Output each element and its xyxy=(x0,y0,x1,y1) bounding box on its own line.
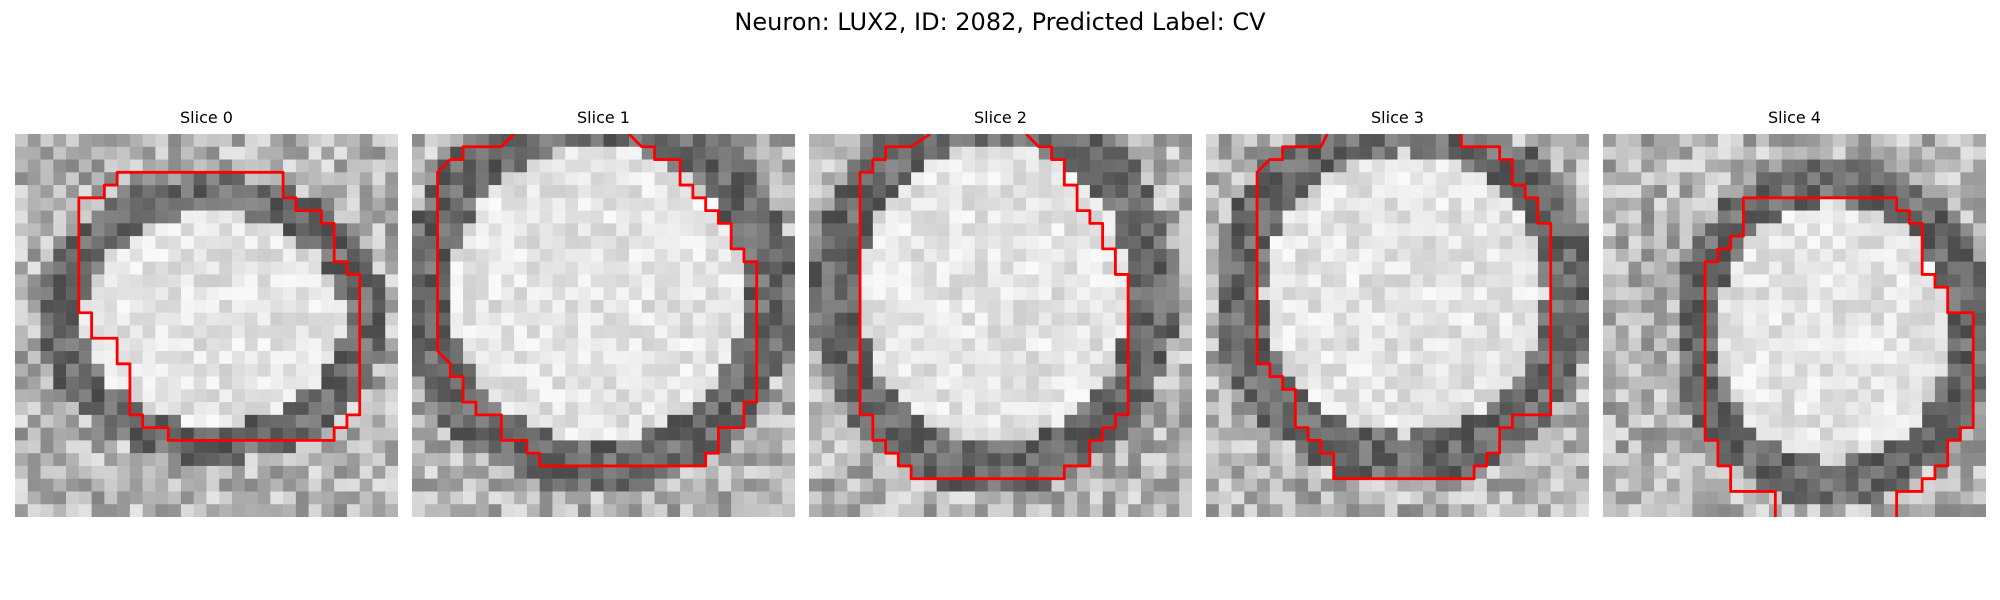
slice-image-3 xyxy=(1206,134,1589,517)
slice-panel-4: Slice 4 xyxy=(1603,108,1986,517)
segmentation-contour xyxy=(77,170,362,442)
segmentation-contour xyxy=(1255,134,1553,481)
slice-panel-1: Slice 1 xyxy=(412,108,795,517)
segmentation-contour xyxy=(1703,196,1975,517)
slice-title: Slice 3 xyxy=(1371,108,1424,127)
slice-title: Slice 2 xyxy=(974,108,1027,127)
segmentation-contour xyxy=(858,134,1130,481)
slice-title: Slice 1 xyxy=(577,108,630,127)
figure-title: Neuron: LUX2, ID: 2082, Predicted Label:… xyxy=(734,8,1266,36)
slice-panel-0: Slice 0 xyxy=(15,108,398,517)
segmentation-contour xyxy=(436,134,759,468)
slice-image-2 xyxy=(809,134,1192,517)
slice-image-1 xyxy=(412,134,795,517)
slice-image-0 xyxy=(15,134,398,517)
slice-title: Slice 0 xyxy=(180,108,233,127)
slice-panel-2: Slice 2 xyxy=(809,108,1192,517)
slice-title: Slice 4 xyxy=(1768,108,1821,127)
slice-image-4 xyxy=(1603,134,1986,517)
slice-panel-3: Slice 3 xyxy=(1206,108,1589,517)
